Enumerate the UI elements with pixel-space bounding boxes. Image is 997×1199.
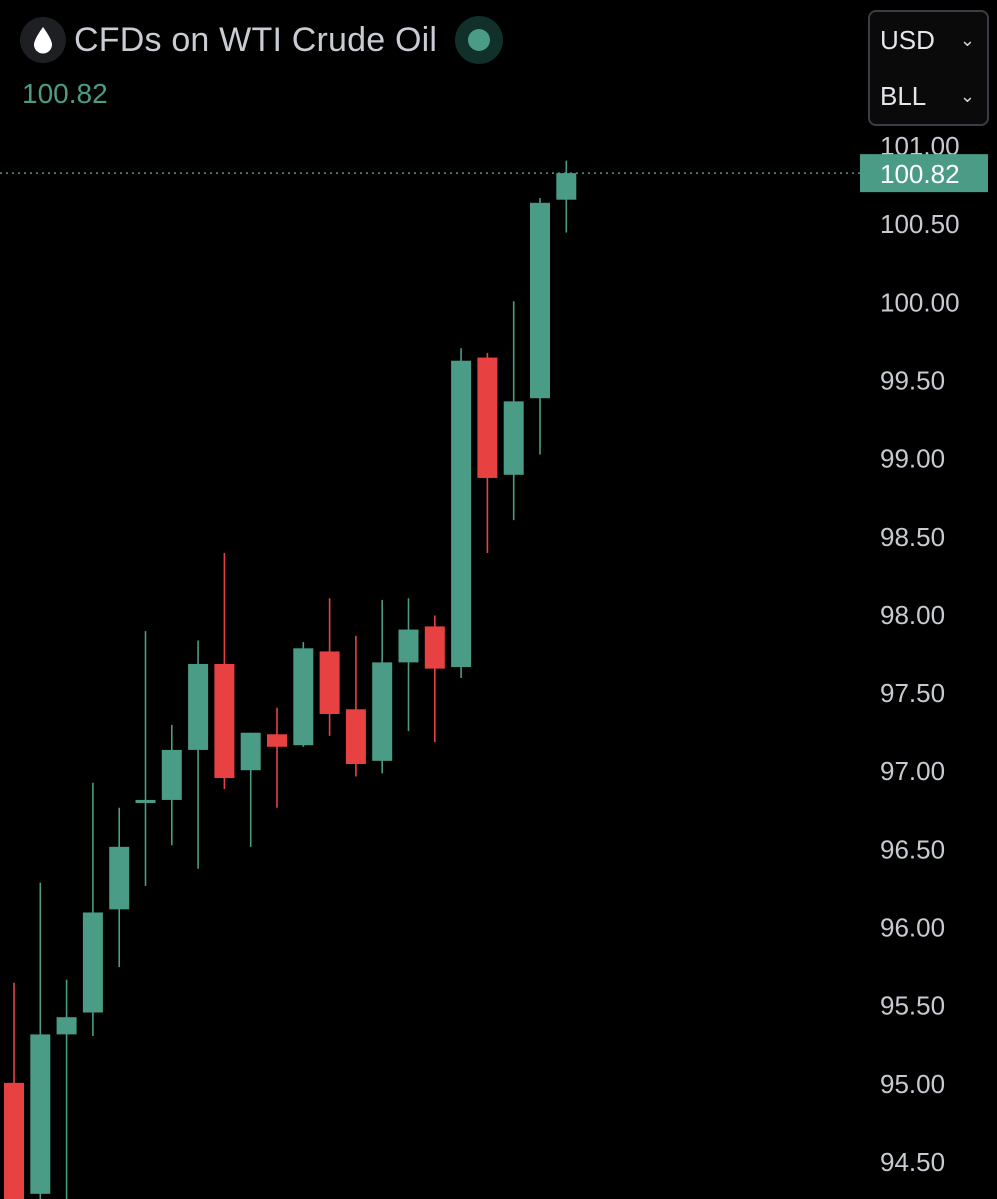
candle-body [424,626,445,669]
y-tick-label: 100.00 [880,287,960,317]
chart-header: CFDs on WTI Crude Oil [20,16,504,64]
y-tick-label: 98.00 [880,600,945,630]
candle-body [4,1082,24,1199]
y-tick-label: 99.00 [880,444,945,474]
unit-select[interactable]: BLL ⌄ [870,68,987,124]
y-tick-label: 97.00 [880,756,945,786]
y-tick-label: 95.50 [880,991,945,1021]
y-tick-label: 98.50 [880,522,945,552]
current-price-label: 100.82 [880,159,960,189]
y-tick-label: 97.50 [880,678,945,708]
drop-icon [20,17,66,63]
candle-body [109,846,130,910]
currency-value: USD [880,24,935,55]
y-tick-label: 96.00 [880,913,945,943]
last-price: 100.82 [22,78,108,109]
unit-value: BLL [880,80,927,111]
candle-body [477,357,498,478]
candle-body [135,799,156,804]
candle-body [319,651,340,714]
y-tick-label: 100.50 [880,209,960,239]
candle-body [240,732,261,771]
selector-panel: USD ⌄ BLL ⌄ [868,10,989,126]
y-tick-label: 99.50 [880,365,945,395]
candle-body [345,709,366,764]
candle-body [82,912,103,1013]
current-price-label-bg [860,154,988,193]
candle-body [451,360,472,668]
candle-body [161,749,182,800]
candle-body [56,1017,77,1035]
y-tick-label: 94.50 [880,1147,945,1177]
chevron-down-icon: ⌄ [959,29,975,50]
candle-body [214,663,235,779]
candle-body [556,173,577,200]
candle-body [30,1034,51,1194]
y-tick-label: 95.00 [880,1069,945,1099]
instrument-title: CFDs on WTI Crude Oil [74,20,438,59]
candle-body [503,401,524,475]
currency-select[interactable]: USD ⌄ [870,12,987,68]
candle-body [398,629,419,663]
candle-body [293,648,314,746]
candle-body [188,663,209,750]
live-status-icon [455,16,504,64]
live-status-dot [468,29,491,51]
candle-body [267,734,287,747]
chevron-down-icon: ⌄ [959,85,975,106]
y-tick-label: 96.50 [880,834,945,864]
candle-body [372,662,393,761]
candle-body [530,202,550,399]
